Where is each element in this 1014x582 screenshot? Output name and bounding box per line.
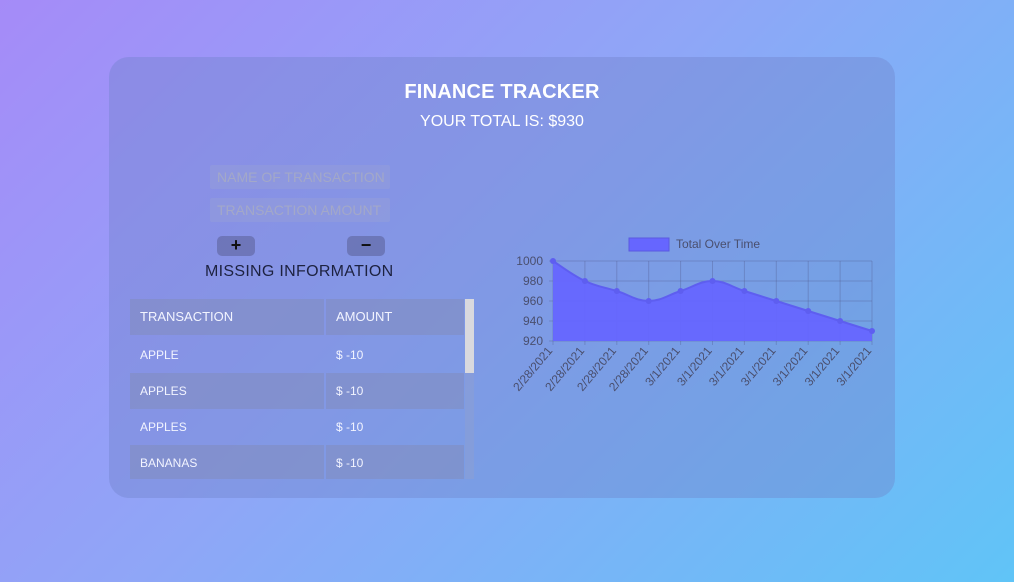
data-point — [581, 278, 588, 284]
table-row: APPLE $ -10 — [130, 337, 464, 373]
data-point — [773, 298, 780, 304]
transactions-table: TRANSACTION AMOUNT APPLE $ -10 APPLES $ … — [130, 299, 475, 479]
y-tick-label: 940 — [523, 314, 543, 328]
transaction-amount: $ -10 — [336, 348, 364, 362]
add-button[interactable]: + — [217, 236, 255, 256]
subtract-button[interactable]: − — [347, 236, 385, 256]
x-tick-label: 3/1/2021 — [834, 344, 875, 389]
table-row: BANANAS $ -10 — [130, 445, 464, 479]
data-point — [550, 258, 556, 264]
table-header-row: TRANSACTION AMOUNT — [130, 299, 464, 335]
transaction-name: APPLES — [130, 373, 324, 409]
finance-card: FINANCE TRACKER YOUR TOTAL IS: $930 + − … — [109, 57, 895, 498]
error-message: MISSING INFORMATION — [205, 263, 394, 280]
header-amount: AMOUNT — [326, 299, 464, 335]
table-row: APPLES $ -10 — [130, 373, 464, 409]
data-point — [741, 288, 748, 294]
transaction-name: APPLE — [140, 348, 179, 362]
data-point — [645, 298, 652, 304]
transaction-amount: $ -10 — [326, 373, 464, 409]
transaction-name: APPLES — [140, 420, 187, 434]
transaction-name: BANANAS — [130, 445, 324, 479]
data-point — [613, 288, 620, 294]
legend-swatch — [628, 237, 670, 252]
data-point — [709, 278, 716, 284]
y-tick-label: 960 — [523, 294, 543, 308]
page-title: FINANCE TRACKER — [404, 81, 600, 103]
y-tick-label: 1000 — [516, 254, 543, 268]
transaction-name-input[interactable] — [210, 165, 390, 189]
total-display: YOUR TOTAL IS: $930 — [420, 113, 584, 130]
scrollbar-thumb[interactable] — [465, 299, 474, 373]
table-scrollbar[interactable] — [465, 299, 474, 479]
data-point — [837, 318, 844, 324]
table-row: APPLES $ -10 — [130, 409, 464, 445]
y-tick-label: 920 — [523, 334, 543, 348]
data-point — [805, 308, 812, 314]
data-point — [677, 288, 684, 294]
transaction-amount-input[interactable] — [210, 198, 390, 222]
header-transaction: TRANSACTION — [130, 299, 324, 335]
data-point — [869, 328, 875, 334]
series-area — [553, 261, 872, 341]
legend-label: Total Over Time — [676, 237, 760, 251]
transaction-amount: $ -10 — [336, 420, 364, 434]
y-tick-label: 980 — [523, 274, 543, 288]
transaction-amount: $ -10 — [326, 445, 464, 479]
